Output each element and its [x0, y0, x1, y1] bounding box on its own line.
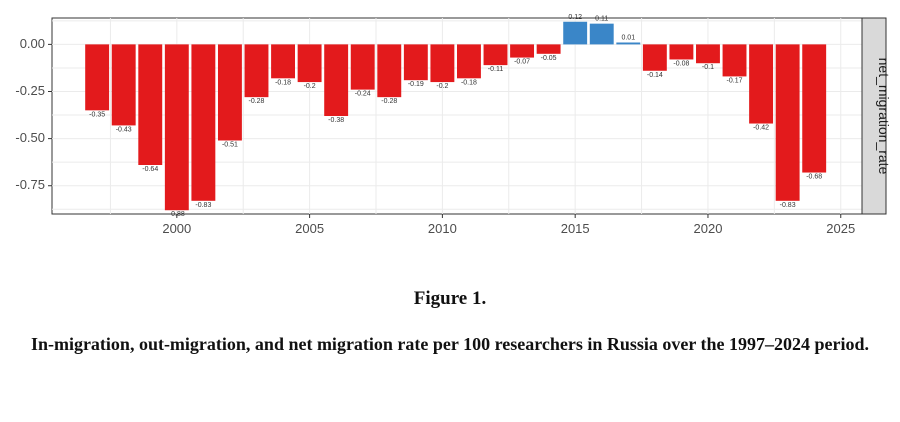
- data-label: -0.35: [89, 111, 105, 118]
- x-tick-label: 2015: [561, 221, 590, 236]
- bar: [85, 44, 110, 111]
- bar: [377, 44, 402, 98]
- data-label: -0.42: [753, 125, 769, 132]
- bar: [457, 44, 481, 79]
- bar: [191, 44, 216, 201]
- data-label: -0.2: [304, 83, 316, 90]
- bars: [85, 21, 827, 211]
- data-label: -0.18: [461, 79, 477, 86]
- data-labels: -0.35-0.43-0.64-0.88-0.83-0.51-0.28-0.18…: [89, 14, 822, 218]
- bar: [111, 44, 136, 126]
- bar: [403, 44, 428, 81]
- y-tick-label: 0.00: [20, 36, 45, 51]
- bar: [350, 44, 375, 90]
- data-label: -0.17: [727, 77, 743, 84]
- bar: [669, 44, 694, 60]
- bar: [775, 44, 800, 201]
- bar: [722, 44, 747, 77]
- bar: [297, 44, 322, 83]
- data-label: -0.05: [541, 55, 557, 62]
- bar: [510, 44, 535, 58]
- data-label: -0.28: [249, 98, 265, 105]
- data-label: -0.83: [195, 202, 211, 209]
- y-tick-label: -0.75: [15, 177, 45, 192]
- bar: [324, 44, 349, 117]
- axes: 0.00 -0.25 -0.50 -0.75 2000 2005 2010 2015 2020 2…: [15, 36, 855, 236]
- data-label: -0.07: [514, 59, 530, 66]
- x-tick-label: 2025: [826, 221, 855, 236]
- data-label: -0.51: [222, 142, 238, 149]
- bar: [483, 44, 508, 66]
- y-tick-label: -0.25: [15, 83, 45, 98]
- data-label: -0.68: [806, 174, 822, 181]
- figure-title: In-migration, out-migration, and net mig…: [30, 334, 870, 354]
- data-label: -0.43: [116, 126, 132, 133]
- data-label: -0.1: [702, 64, 714, 71]
- data-label: 0.11: [595, 16, 608, 23]
- bar: [138, 44, 163, 166]
- data-label: -0.83: [780, 202, 796, 209]
- bar: [802, 44, 827, 173]
- data-label: -0.24: [355, 91, 371, 98]
- x-tick-label: 2010: [428, 221, 457, 236]
- data-label: -0.2: [436, 83, 448, 90]
- data-label: -0.64: [142, 166, 158, 173]
- data-label: 0.12: [568, 14, 582, 21]
- x-tick-label: 2005: [295, 221, 324, 236]
- bar: [563, 21, 588, 45]
- bar: [589, 23, 614, 45]
- data-label: -0.28: [381, 98, 397, 105]
- x-tick-label: 2000: [162, 221, 191, 236]
- bar: [217, 44, 242, 141]
- bar: [164, 44, 189, 211]
- facet-strip: [861, 17, 887, 215]
- data-label: -0.14: [647, 72, 663, 79]
- bar: [749, 44, 774, 124]
- bar: [271, 44, 295, 79]
- y-tick-label: -0.50: [15, 130, 45, 145]
- data-label: -0.38: [328, 117, 344, 124]
- data-label: 0.01: [621, 35, 635, 42]
- x-tick-label: 2020: [694, 221, 723, 236]
- bar: [696, 44, 720, 64]
- data-label: -0.18: [275, 79, 291, 86]
- net-migration-chart: -0.35-0.43-0.64-0.88-0.83-0.51-0.28-0.18…: [15, 14, 892, 236]
- bar: [244, 44, 269, 98]
- bar: [430, 44, 455, 83]
- data-label: -0.11: [488, 66, 504, 73]
- facet-strip-label: net_migration_rate: [876, 58, 892, 175]
- data-label: -0.19: [408, 81, 424, 88]
- figure-label: Figure 1.: [413, 288, 487, 309]
- data-label: -0.08: [673, 60, 689, 67]
- bar: [642, 44, 667, 71]
- bar: [616, 42, 641, 45]
- bar: [536, 44, 561, 54]
